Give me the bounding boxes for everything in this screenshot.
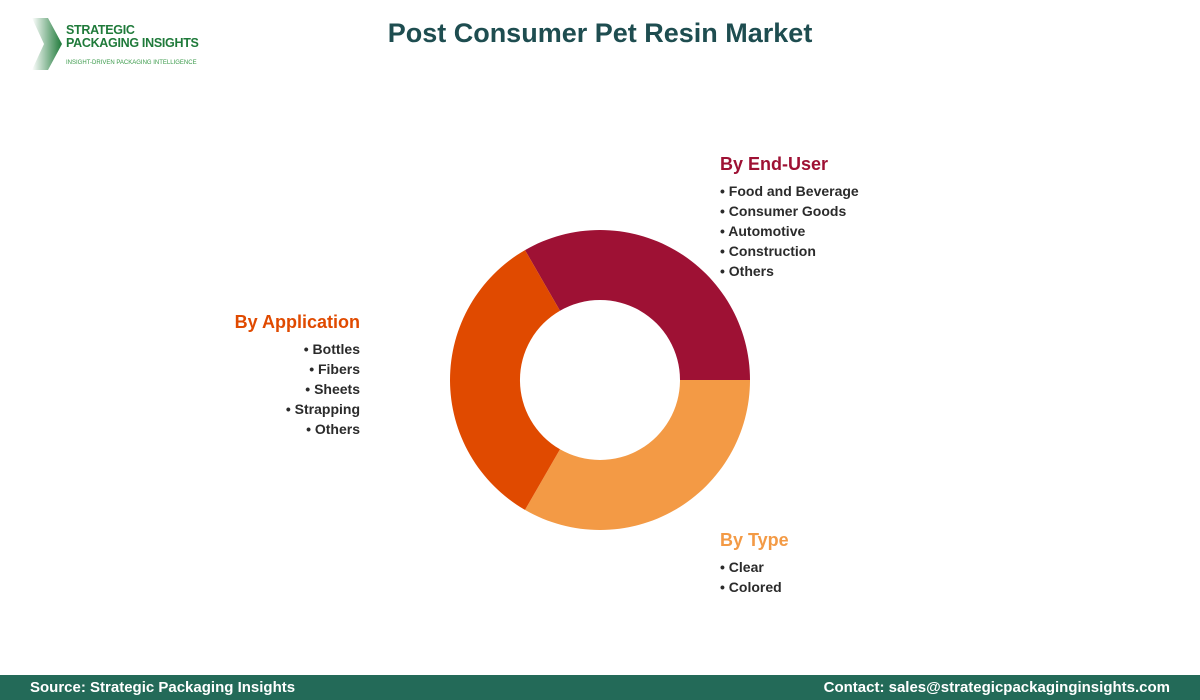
legend-application-title: By Application <box>234 312 360 332</box>
legend-end-user-title: By End-User <box>720 154 829 174</box>
legend-type: By Type • Clear • Colored <box>720 530 789 597</box>
segment-end-user <box>525 230 750 380</box>
legend-type-title: By Type <box>720 530 789 550</box>
legend-item: • Others <box>306 421 360 437</box>
footer-contact: Contact: sales@strategicpackaginginsight… <box>823 679 1170 696</box>
logo-line2: PACKAGING INSIGHTS <box>66 36 199 50</box>
legend-item: • Construction <box>720 243 816 259</box>
legend-end-user: By End-User • Food and Beverage • Consum… <box>720 154 859 281</box>
chevron-logo-icon <box>32 18 62 70</box>
legend-item: • Strapping <box>285 401 360 417</box>
legend-application: By Application • Bottles • Fibers • Shee… <box>235 312 360 439</box>
footer-source: Source: Strategic Packaging Insights <box>30 679 296 696</box>
segment-application <box>450 250 560 510</box>
legend-item: • Automotive <box>720 223 806 239</box>
legend-item: • Consumer Goods <box>720 203 847 219</box>
logo-tagline: INSIGHT-DRIVEN PACKAGING INTELLIGENCE <box>66 60 197 66</box>
logo-line1: STRATEGIC <box>66 23 135 37</box>
footer-bar: Source: Strategic Packaging Insights Con… <box>0 675 1200 700</box>
segment-type <box>525 380 750 530</box>
legend-item: • Colored <box>720 579 782 595</box>
legend-item: • Sheets <box>305 381 360 397</box>
brand-logo: STRATEGIC PACKAGING INSIGHTS INSIGHT-DRI… <box>30 18 210 74</box>
legend-item: • Clear <box>720 559 764 575</box>
legend-item: • Others <box>720 263 774 279</box>
legend-item: • Food and Beverage <box>720 183 859 199</box>
chart-title: Post Consumer Pet Resin Market <box>387 18 813 48</box>
legend-item: • Bottles <box>303 341 360 357</box>
legend-item: • Fibers <box>309 361 360 377</box>
